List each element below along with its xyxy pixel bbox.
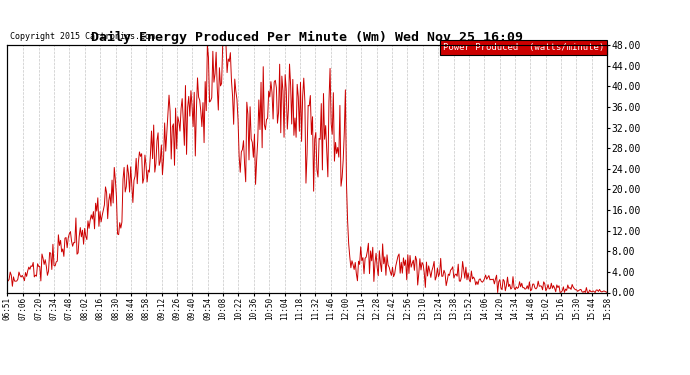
Title: Daily Energy Produced Per Minute (Wm) Wed Nov 25 16:09: Daily Energy Produced Per Minute (Wm) We… — [91, 31, 523, 44]
Text: Power Produced  (watts/minute): Power Produced (watts/minute) — [443, 43, 604, 52]
Text: Copyright 2015 Cartronics.com: Copyright 2015 Cartronics.com — [10, 32, 155, 41]
